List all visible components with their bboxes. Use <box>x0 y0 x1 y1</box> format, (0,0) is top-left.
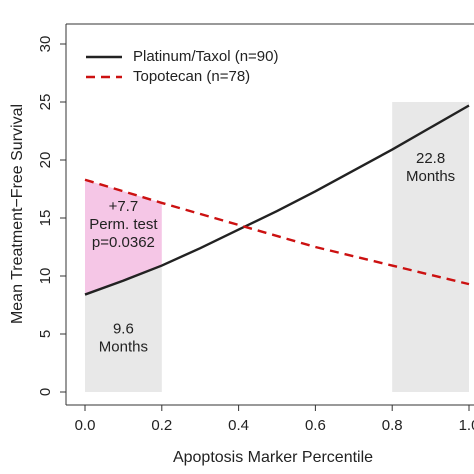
y-tick-label: 5 <box>37 330 54 338</box>
y-axis-label: Mean Treatment−Free Survival <box>9 104 26 324</box>
annotation-text: 22.8 <box>416 150 445 167</box>
y-tick-label: 30 <box>37 36 54 53</box>
legend-label-1: Topotecan (n=78) <box>133 68 250 85</box>
x-tick-label: 0.8 <box>382 417 403 434</box>
annotation-text: Months <box>406 168 455 185</box>
y-tick-label: 25 <box>37 94 54 111</box>
y-tick-label: 15 <box>37 210 54 227</box>
x-tick-label: 0.4 <box>228 417 249 434</box>
annotation-text: +7.7 <box>109 198 139 215</box>
annotation-text: Months <box>99 339 148 356</box>
x-tick-label: 0.0 <box>75 417 96 434</box>
series-line-1 <box>84 178 470 286</box>
annotation-text: 9.6 <box>113 321 134 338</box>
x-tick-label: 1.0 <box>459 417 474 434</box>
x-tick-label: 0.6 <box>305 417 326 434</box>
difference-region <box>85 179 162 295</box>
shaded-region-1 <box>392 102 469 392</box>
series-line-0 <box>84 104 470 296</box>
y-tick-label: 10 <box>37 268 54 285</box>
y-tick-label: 20 <box>37 152 54 169</box>
annotation-text: p=0.0362 <box>92 234 155 251</box>
annotation-text: Perm. test <box>89 216 158 233</box>
x-tick-label: 0.2 <box>151 417 172 434</box>
x-axis-label: Apoptosis Marker Percentile <box>173 449 373 466</box>
y-tick-label: 0 <box>37 388 54 396</box>
legend-label-0: Platinum/Taxol (n=90) <box>133 48 279 65</box>
